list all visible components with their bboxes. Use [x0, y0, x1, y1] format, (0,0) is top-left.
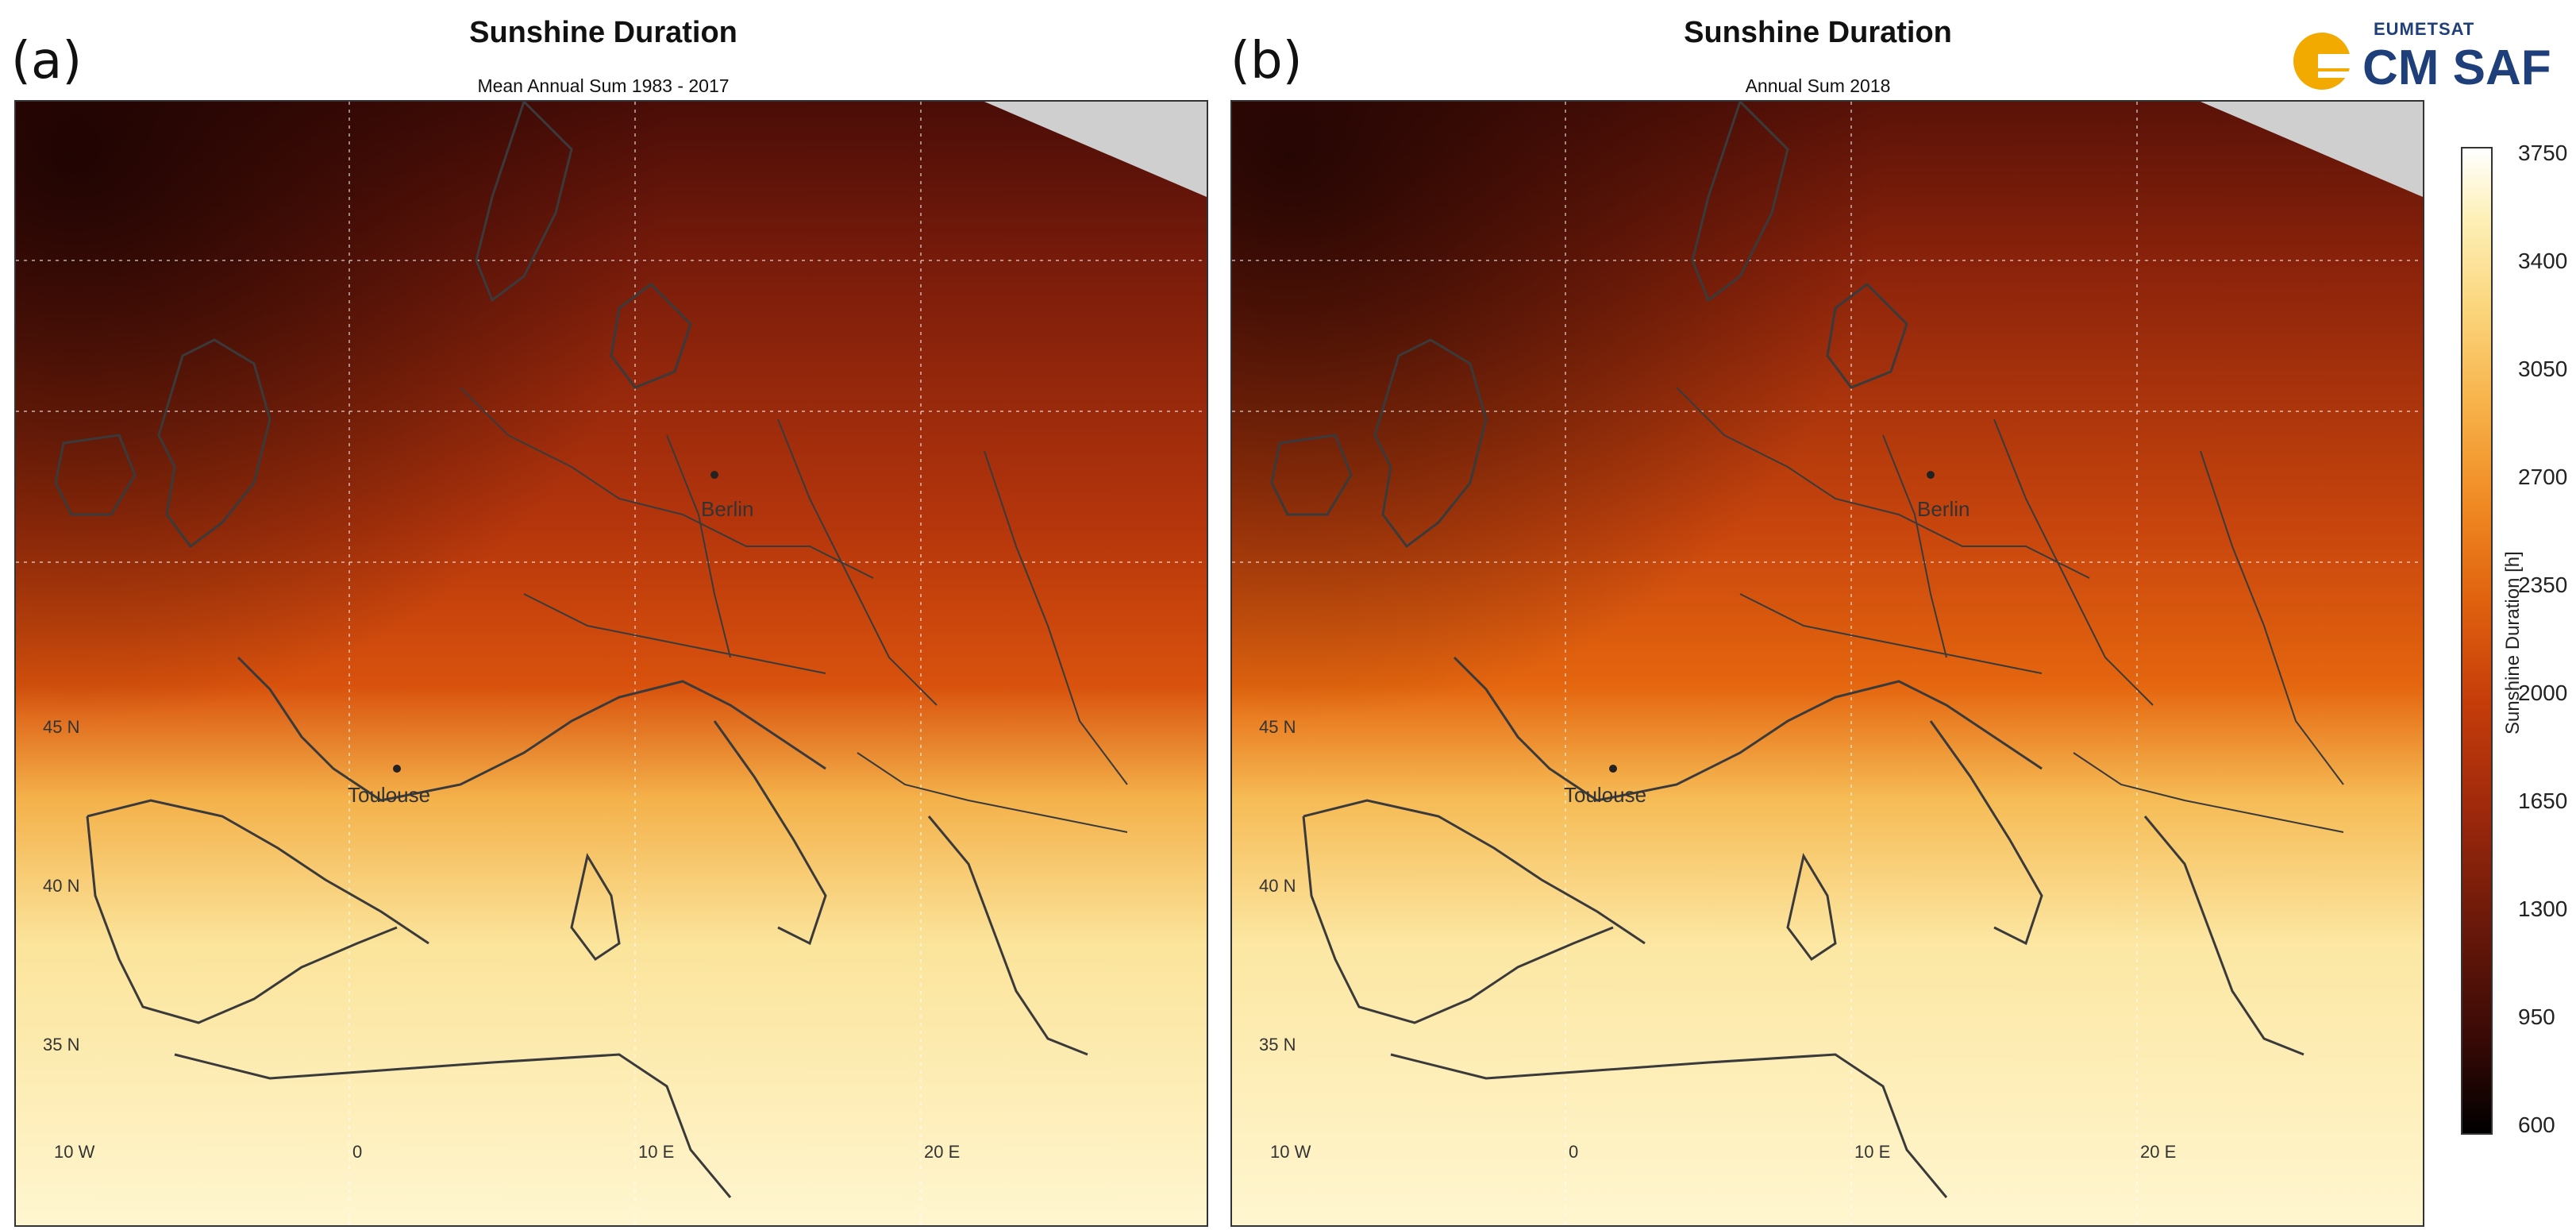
colorbar-tick-label: 1300: [2518, 896, 2568, 921]
map-panel-a: Berlin Toulouse 45 N 40 N 35 N 10 W 0 10…: [14, 100, 1208, 1227]
city-marker-toulouse: [1609, 765, 1617, 773]
colorbar-tick-label: 600: [2518, 1112, 2555, 1137]
city-marker-toulouse: [393, 765, 401, 773]
lat-label: 35 N: [1259, 1035, 1296, 1055]
city-label-berlin: Berlin: [701, 497, 754, 521]
gridlines: [16, 102, 1207, 1225]
city-label-toulouse: Toulouse: [1564, 783, 1647, 807]
lat-label: 45 N: [43, 717, 80, 737]
borders: [460, 387, 1128, 833]
logo-eumetsat-text: EUMETSAT: [2374, 19, 2475, 39]
lon-label: 20 E: [2140, 1142, 2177, 1162]
lon-label: 0: [352, 1142, 363, 1162]
lat-label: 45 N: [1259, 717, 1296, 737]
borders: [1676, 387, 2344, 833]
colorbar-tick-label: 3400: [2518, 249, 2568, 273]
cities: [1609, 471, 1935, 773]
panel-subtitle: Annual Sum 2018: [1745, 75, 1891, 96]
panel-letter: (b): [1230, 32, 1303, 91]
city-marker-berlin: [710, 471, 718, 479]
no-data-area: [2201, 102, 2423, 197]
colorbar-tick-label: 950: [2518, 1004, 2555, 1029]
panel-a: (a) Sunshine Duration Mean Annual Sum 19…: [0, 0, 1208, 1230]
lon-label: 10 W: [54, 1142, 95, 1162]
panel-b: (b) Sunshine Duration Annual Sum 2018: [1215, 0, 2424, 1230]
no-data-area: [984, 102, 1207, 197]
lon-label: 10 E: [1854, 1142, 1891, 1162]
colorbar-tick-label: 3050: [2518, 357, 2568, 381]
panel-subtitle: Mean Annual Sum 1983 - 2017: [477, 75, 730, 96]
city-label-berlin: Berlin: [1917, 497, 1970, 521]
sun-logo-icon: [2293, 33, 2358, 90]
colorbar: 3750 3400 3050 2700 2350 2000 1650 1300 950 600 S…: [2461, 141, 2576, 1179]
sunshine-map-a: [16, 102, 1207, 1225]
colorbar-tick-label: 1650: [2518, 789, 2568, 813]
dark-northwest: [1232, 102, 2423, 1225]
lon-label: 10 W: [1270, 1142, 1311, 1162]
map-panel-b: Berlin Toulouse 45 N 40 N 35 N 10 W 0 10…: [1230, 100, 2424, 1227]
lat-label: 40 N: [1259, 876, 1296, 896]
colorbar-label: Sunshine Duration [h]: [2502, 551, 2524, 735]
dark-northwest: [16, 102, 1207, 1225]
lon-label: 10 E: [638, 1142, 675, 1162]
cities: [393, 471, 718, 773]
coastlines: [1270, 102, 2305, 1198]
cmsaf-logo: EUMETSAT CM SAF: [2286, 16, 2572, 103]
gridlines: [1232, 102, 2423, 1225]
lon-label: 0: [1569, 1142, 1579, 1162]
lat-label: 40 N: [43, 876, 80, 896]
panel-letter: (a): [11, 32, 83, 91]
panel-title: Sunshine Duration: [469, 16, 737, 49]
colorbar-tick-label: 3750: [2518, 141, 2568, 165]
panel-title: Sunshine Duration: [1684, 16, 1952, 49]
colorbar-tick-label: 2700: [2518, 465, 2568, 489]
colorbar-gradient: [2461, 147, 2493, 1135]
sunshine-map-b: [1232, 102, 2423, 1225]
city-label-toulouse: Toulouse: [348, 783, 431, 807]
coastlines: [54, 102, 1088, 1198]
colorbar-tick-label: 2000: [2518, 681, 2568, 705]
logo-cmsaf-text: CM SAF: [2362, 40, 2551, 95]
city-marker-berlin: [1927, 471, 1935, 479]
lat-label: 35 N: [43, 1035, 80, 1055]
colorbar-tick-label: 2350: [2518, 573, 2568, 597]
lon-label: 20 E: [924, 1142, 961, 1162]
